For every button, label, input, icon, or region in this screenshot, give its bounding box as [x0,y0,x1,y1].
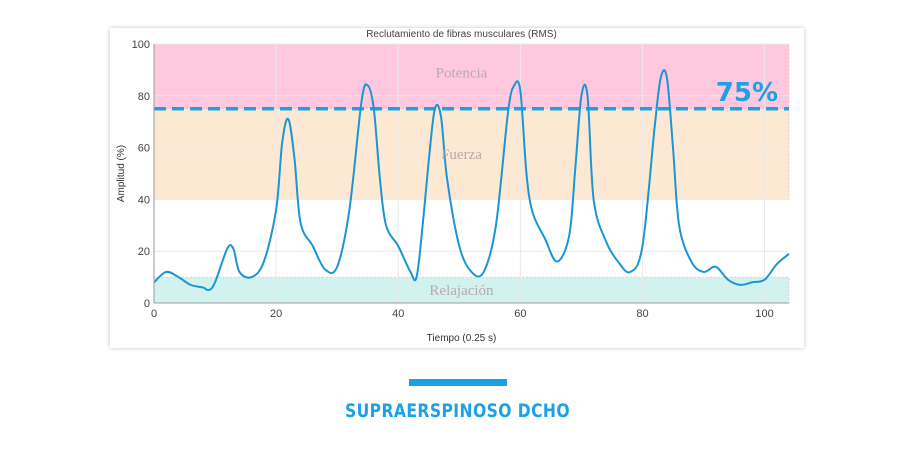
x-tick-label-1: 20 [270,308,282,320]
band-1 [153,108,790,200]
y-tick-label-2: 40 [138,194,150,206]
threshold-label: 75% [716,78,778,108]
band-2 [153,276,790,304]
chart-card: 75% Potencia Fuerza Relajación 0 20 40 60 80 100… [110,28,804,348]
x-tick-label-5: 100 [755,308,773,320]
band-label-0: Potencia [436,65,488,81]
y-axis-label: Amplitud (%) [116,145,127,202]
caption-accent-bar [409,379,507,386]
x-axis-label: Tiempo (0.25 s) [427,333,497,344]
muscle-caption: SUPRAERSPINOSO DCHO [344,400,571,422]
series-line-0 [153,69,790,292]
band-0 [153,43,790,110]
y-tick-label-5: 100 [132,39,150,51]
x-tick-label-0: 0 [151,308,157,320]
y-tick-label-0: 0 [144,298,150,310]
x-tick-label-2: 40 [392,308,404,320]
band-label-1: Fuerza [441,147,482,163]
y-tick-label-1: 20 [138,246,150,258]
rms-chart: 75% Potencia Fuerza Relajación 0 20 40 60 80 100… [116,29,790,344]
x-tick-label-3: 60 [514,308,526,320]
y-tick-label-4: 80 [138,91,150,103]
x-tick-label-4: 80 [636,308,648,320]
chart-title: Reclutamiento de fibras musculares (RMS) [366,29,557,40]
band-label-2: Relajación [429,283,494,299]
y-tick-label-3: 60 [138,143,150,155]
